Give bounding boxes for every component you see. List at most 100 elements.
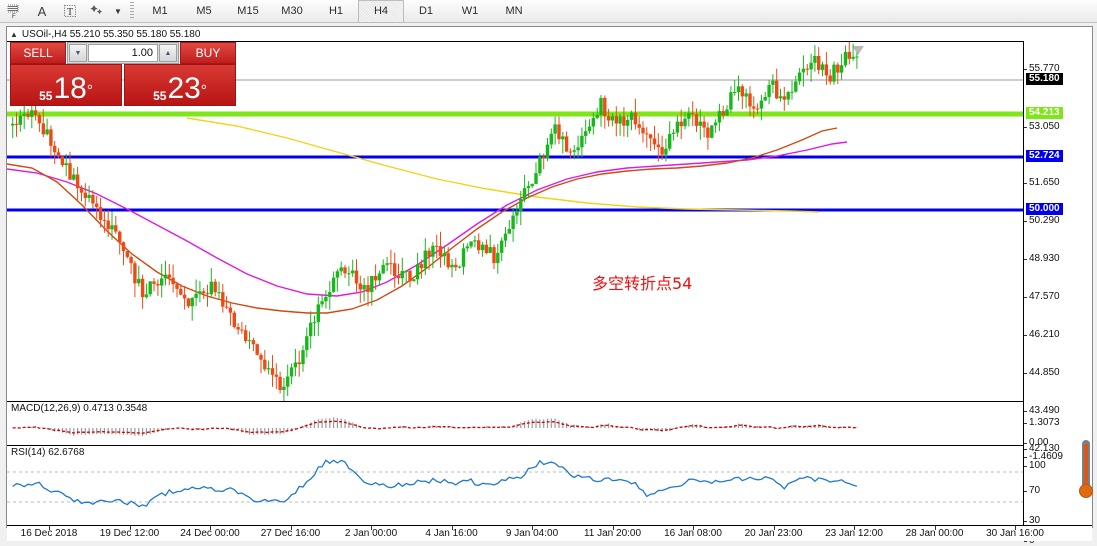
candle-body [198, 291, 202, 294]
candle-body [664, 148, 668, 155]
thermometer-bulb [1079, 484, 1093, 498]
candle-body [503, 233, 508, 241]
chart-window: ▲ USOil-,H4 55.210 55.350 55.180 55.180 [6, 26, 1093, 546]
text-a-icon[interactable]: A [37, 3, 47, 19]
candle-body [542, 156, 546, 159]
sell-price-prefix: 55 [39, 89, 53, 103]
text-label-icon[interactable]: T [56, 1, 84, 21]
candle-body [263, 359, 267, 370]
volume-stepper[interactable]: ▼ 1.00 ▲ [67, 42, 179, 64]
time-tick-mark [934, 526, 936, 530]
sell-price-display[interactable]: 55 18 ° [10, 64, 122, 106]
candle-body [377, 273, 382, 281]
candle-body [404, 270, 408, 272]
time-scale[interactable]: 16 Dec 2018 19 Dec 12:00 24 Dec 00:00 27 De… [7, 525, 1092, 541]
one-click-trading-panel: SELL ▼ 1.00 ▲ BUY 55 18 ° 55 23 ° [10, 42, 236, 106]
timeframe-m1[interactable]: M1 [152, 5, 168, 17]
candle-body [763, 97, 767, 101]
bar-marker-arrow [852, 46, 864, 55]
candle-body [358, 283, 362, 290]
time-tick-label: 30 Jan 16:00 [986, 528, 1044, 539]
candle-body [687, 112, 691, 119]
candle-body [381, 264, 385, 274]
timeframe-h4[interactable]: H4 [358, 0, 404, 23]
candle-body [618, 116, 622, 124]
candlestick-series [11, 42, 859, 401]
buy-button[interactable]: BUY [180, 42, 236, 64]
candle-body [591, 117, 595, 127]
timeframe-mn[interactable]: MN [505, 5, 523, 17]
candle-body [366, 285, 370, 293]
candle-body [270, 368, 275, 375]
timeframe-w1[interactable]: W1 [461, 5, 479, 17]
candle-body [595, 114, 599, 118]
crosshair-f-icon[interactable]: F [0, 1, 28, 21]
candle-body [202, 291, 206, 294]
time-tick-mark [371, 526, 372, 530]
candle-body [163, 274, 168, 279]
objects-dropdown-icon[interactable]: ▼ [114, 6, 122, 16]
candle-body [507, 229, 511, 234]
time-tick-mark [693, 526, 694, 530]
candle-body [389, 263, 393, 265]
timeframe-m15[interactable]: M15 [237, 5, 259, 17]
candle-body [599, 97, 603, 115]
candle-body [18, 115, 22, 125]
time-tick-label: 24 Dec 00:00 [180, 528, 240, 539]
candle-body [95, 203, 99, 208]
volume-input[interactable]: 1.00 [88, 44, 158, 62]
sell-button[interactable]: SELL [10, 42, 66, 64]
candle-body [205, 293, 210, 295]
candle-body [457, 266, 462, 268]
rsi-pane[interactable]: RSI(14) 62.6768 [7, 445, 1023, 525]
candle-body [289, 367, 294, 377]
timeframe-d1[interactable]: D1 [418, 5, 434, 17]
candle-body [396, 276, 401, 279]
price-scale[interactable]: 55.770 51.650 48.930 47.570 46.210 44.850 43.4… [1023, 41, 1092, 546]
macd-pane[interactable]: MACD(12,26,9) 0.4713 0.3548 [7, 401, 1023, 445]
candle-body [339, 267, 343, 272]
timeframe-h1[interactable]: H1 [328, 5, 344, 17]
time-tick-label: 23 Jan 12:00 [825, 528, 883, 539]
candle-body [721, 111, 725, 116]
timeframe-m30[interactable]: M30 [281, 5, 303, 17]
candle-body [435, 245, 439, 247]
candle-body [33, 110, 38, 115]
candle-body [335, 271, 340, 278]
buy-price-display[interactable]: 55 23 ° [124, 64, 236, 106]
candle-body [675, 121, 680, 133]
time-tick-mark [773, 526, 775, 530]
rsi-line [12, 459, 858, 508]
collapse-icon[interactable]: ▲ [10, 29, 18, 39]
candle-body [221, 292, 225, 307]
price-pane[interactable]: 多空转折点54 [7, 41, 1023, 401]
candle-body [53, 145, 57, 153]
candle-body [431, 245, 435, 257]
objects-icon[interactable] [84, 1, 112, 21]
toolbar-grip[interactable] [130, 2, 134, 20]
symbol-bar: ▲ USOil-,H4 55.210 55.350 55.180 55.180 [7, 27, 1092, 41]
candle-body [22, 113, 26, 116]
time-tick-mark [612, 526, 614, 530]
candle-body [79, 188, 84, 193]
chart-annotation-text: 多空转折点54 [592, 274, 693, 293]
candle-body [209, 281, 213, 295]
candle-body [759, 100, 764, 109]
candle-body [423, 250, 427, 269]
volume-up-button[interactable]: ▲ [159, 44, 177, 62]
candle-body [370, 276, 374, 293]
candle-body [72, 174, 76, 180]
candle-body [167, 274, 171, 278]
candle-body [584, 131, 588, 136]
candle-body [839, 65, 844, 73]
candle-body [511, 215, 515, 229]
time-tick-label: 19 Dec 12:00 [99, 528, 160, 539]
candle-body [309, 322, 313, 337]
candle-body [668, 133, 672, 149]
volume-down-button[interactable]: ▼ [69, 44, 87, 62]
timeframe-m5[interactable]: M5 [196, 5, 212, 17]
candle-body [316, 304, 320, 323]
candle-body [648, 134, 653, 139]
thermometer-icon[interactable] [1078, 440, 1094, 510]
candle-body [767, 84, 771, 98]
